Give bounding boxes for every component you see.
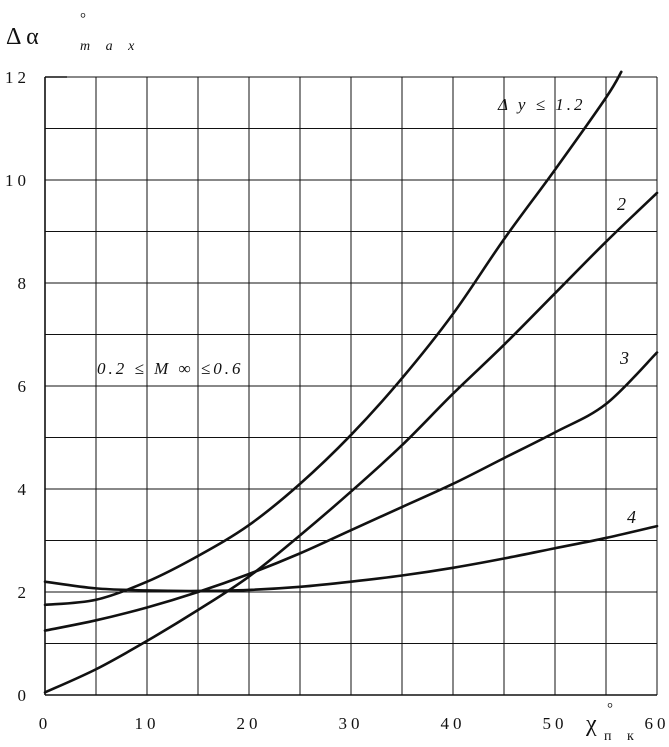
y-tick-label: 2 xyxy=(18,583,31,602)
x-tick-label: 0 xyxy=(39,714,52,733)
x-tick-label: 30 xyxy=(339,714,364,733)
curves xyxy=(43,70,659,694)
curve-label-2: 2 xyxy=(617,194,626,214)
series-line-3 xyxy=(43,351,659,632)
grid xyxy=(45,76,658,695)
tick-labels: 0 10 20 30 40 50 60 0 2 4 6 8 10 12 xyxy=(5,68,669,733)
curve-label-3: 3 xyxy=(619,348,629,368)
x-tick-label: 10 xyxy=(135,714,160,733)
annotation-delta-y: Δ y ≤ 1.2 xyxy=(497,95,586,114)
curve-label-4: 4 xyxy=(627,507,636,527)
y-tick-label: 4 xyxy=(18,480,31,499)
axes xyxy=(44,76,657,696)
y-tick-label: 8 xyxy=(18,274,31,293)
y-axis-label-superscript: ° xyxy=(80,11,92,27)
x-axis-label-superscript: ° xyxy=(607,701,619,717)
y-tick-label: 12 xyxy=(5,68,30,87)
series-line-2 xyxy=(43,191,659,694)
x-tick-label: 60 xyxy=(645,714,669,733)
y-tick-label: 0 xyxy=(18,686,31,705)
y-axis-label-symbol: Δ α xyxy=(6,24,39,50)
x-tick-label: 20 xyxy=(237,714,262,733)
series-line-1 xyxy=(43,70,623,607)
x-tick-label: 40 xyxy=(441,714,466,733)
annotation-mach-range: 0.2 ≤ M ∞ ≤0.6 xyxy=(97,359,243,378)
y-tick-label: 6 xyxy=(18,377,31,396)
x-axis-label-symbol: χ xyxy=(585,711,597,737)
x-tick-label: 50 xyxy=(543,714,568,733)
series-line-4 xyxy=(43,524,659,593)
x-axis-label: χ ° п к xyxy=(585,701,640,744)
x-axis-label-subscript: п к xyxy=(604,729,640,744)
y-tick-label: 10 xyxy=(5,171,30,190)
y-axis-label: Δ α ° m a x xyxy=(6,11,140,54)
y-axis-label-subscript: m a x xyxy=(80,39,140,54)
